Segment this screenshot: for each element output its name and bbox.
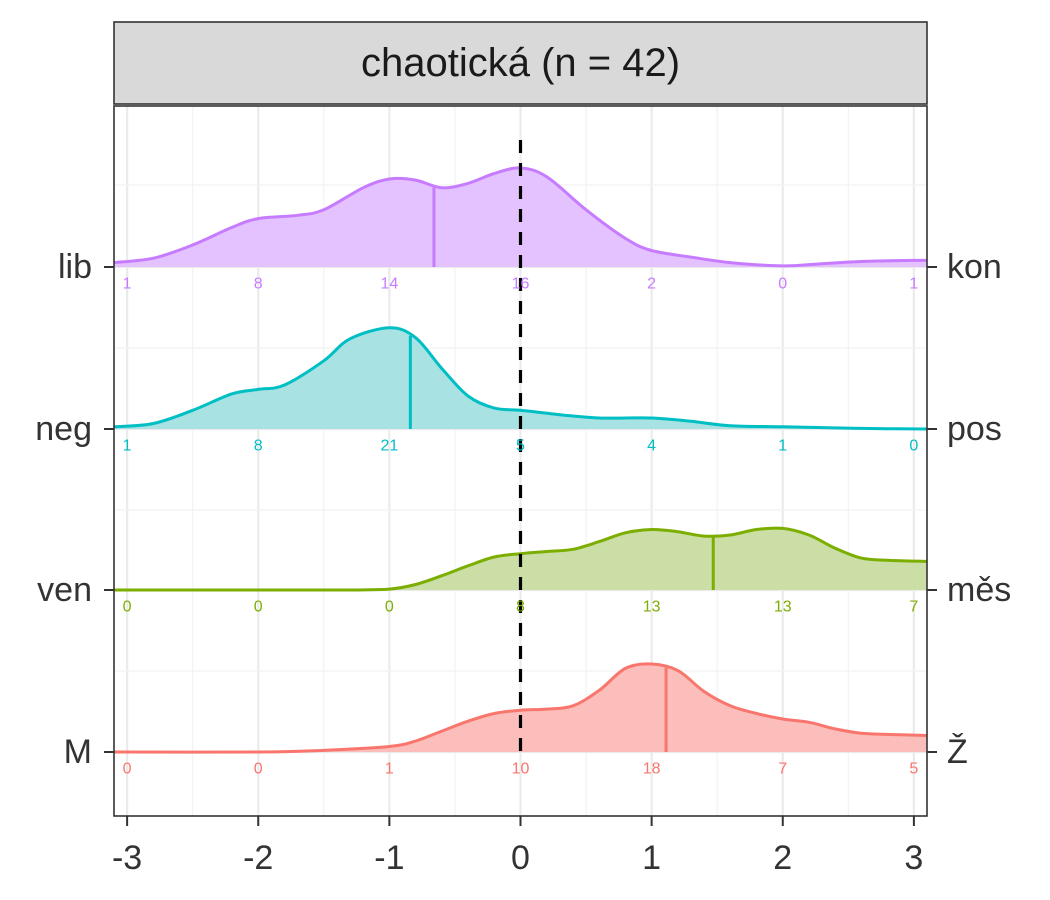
facet-title: chaotická (n = 42) (361, 41, 680, 85)
count-label: 8 (254, 276, 263, 293)
right-axis-label: kon (947, 248, 1002, 286)
count-label: 7 (909, 599, 918, 616)
count-label: 8 (516, 599, 525, 616)
axes: -3 -2 -1 0 1 2 3 lib kon neg pos ven měs M Ž (35, 248, 1011, 877)
count-label: 0 (123, 599, 132, 616)
ridge-M (113, 662, 928, 754)
right-axis-label: měs (947, 571, 1011, 609)
count-label: 1 (123, 438, 132, 455)
count-label: 21 (380, 438, 398, 455)
count-label: 18 (643, 761, 661, 778)
density-area-M (114, 663, 927, 753)
density-line-ven (114, 526, 928, 592)
density-line-lib (113, 166, 928, 268)
x-tick-label: 3 (904, 839, 923, 877)
count-label: 0 (123, 761, 132, 778)
x-tick-label: -1 (374, 839, 404, 877)
count-label: 16 (512, 276, 530, 293)
count-label: 10 (512, 761, 530, 778)
count-labels: 1 8 14 16 2 0 11 8 21 5 4 1 00 0 0 8 13 13 70 0 1 10 18 7 5 (123, 276, 919, 778)
x-tick-label: 0 (511, 839, 530, 877)
count-label: 0 (254, 761, 263, 778)
right-axis-label: pos (947, 410, 1002, 448)
count-label: 5 (516, 438, 525, 455)
left-axis-label: neg (35, 410, 92, 448)
count-label: 4 (647, 438, 656, 455)
count-label: 13 (774, 599, 792, 616)
count-label: 13 (643, 599, 661, 616)
count-label: 1 (778, 438, 787, 455)
x-tick-label: 2 (773, 839, 792, 877)
count-label: 0 (778, 276, 787, 293)
density-line-neg (113, 326, 928, 431)
facet-strip (113, 21, 928, 105)
count-label: 1 (909, 276, 918, 293)
left-axis-label: ven (37, 571, 92, 609)
count-label: 5 (909, 761, 918, 778)
density-area-neg (114, 327, 927, 429)
x-tick-label: 1 (642, 839, 661, 877)
count-label: 14 (380, 276, 398, 293)
count-label: 8 (254, 438, 263, 455)
left-axis-label: lib (58, 248, 92, 286)
right-axis-label: Ž (947, 733, 968, 771)
count-label: 1 (385, 761, 394, 778)
count-label: 0 (254, 599, 263, 616)
x-tick-label: -2 (243, 839, 273, 877)
ridge-neg (113, 326, 928, 431)
count-label: 0 (909, 438, 918, 455)
left-axis-label: M (64, 733, 92, 771)
count-label: 2 (647, 276, 656, 293)
count-label: 0 (385, 599, 394, 616)
count-label: 7 (778, 761, 787, 778)
density-line-M (113, 662, 928, 754)
count-label: 1 (123, 276, 132, 293)
x-tick-label: -3 (112, 839, 142, 877)
